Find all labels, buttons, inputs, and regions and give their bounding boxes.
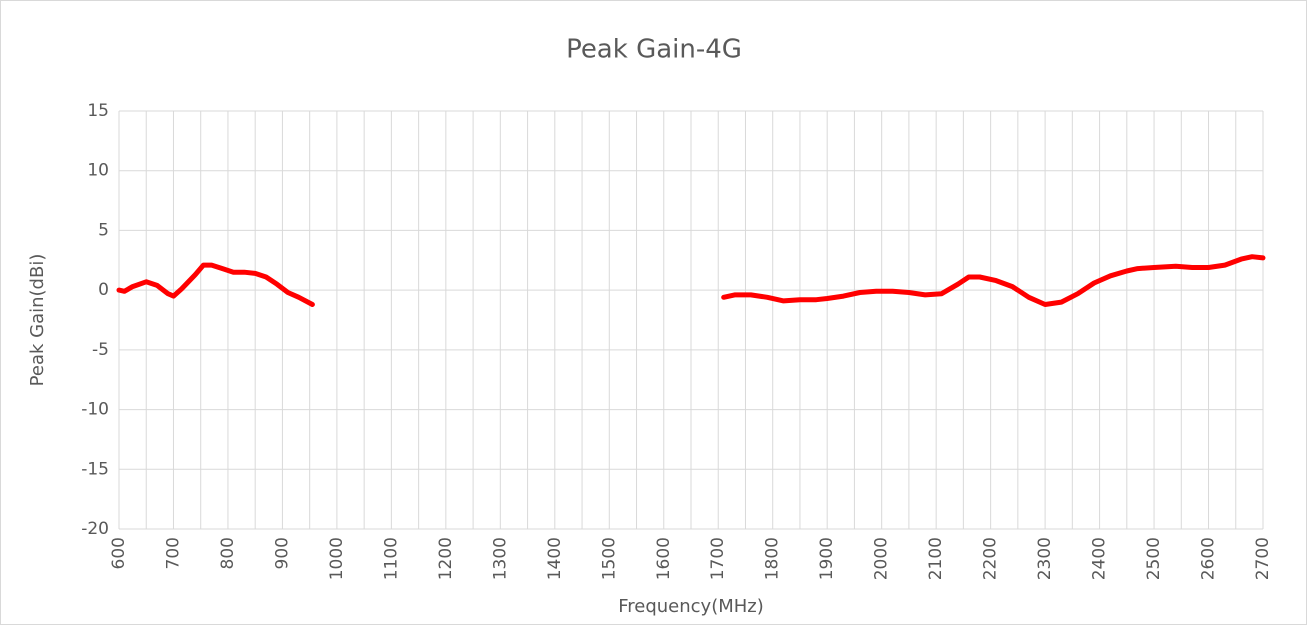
- x-tick-label: 1400: [545, 537, 565, 580]
- data-line: [116, 254, 1266, 307]
- x-tick-label: 2500: [1144, 537, 1164, 580]
- x-tick-label: 1600: [654, 537, 674, 580]
- x-tick-label: 2300: [1035, 537, 1055, 580]
- x-tick-label: 1100: [381, 537, 401, 580]
- y-tick-label: 15: [87, 101, 109, 121]
- y-tick-label: 10: [87, 161, 109, 181]
- x-tick-label: 1200: [436, 537, 456, 580]
- x-tick-label: 1800: [763, 537, 783, 580]
- y-tick-label: 0: [98, 280, 109, 300]
- chart-title: Peak Gain-4G: [566, 35, 742, 65]
- x-tick-label: 2000: [872, 537, 892, 580]
- y-axis-label: Peak Gain(dBi): [27, 254, 48, 387]
- x-tick-label: 2100: [926, 537, 946, 580]
- x-tick-label: 800: [218, 537, 238, 569]
- x-tick-label: 2600: [1199, 537, 1219, 580]
- y-tick-label: 5: [98, 220, 109, 240]
- y-tick-label: -10: [81, 400, 109, 420]
- x-tick-label: 2700: [1253, 537, 1273, 580]
- y-tick-label: -20: [81, 519, 109, 539]
- x-tick-label: 700: [163, 537, 183, 569]
- y-tick-label: -5: [92, 340, 109, 360]
- x-tick-label: 1900: [817, 537, 837, 580]
- y-tick-label: -15: [81, 459, 109, 479]
- x-tick-label: 1000: [327, 537, 347, 580]
- x-axis-label: Frequency(MHz): [618, 596, 764, 617]
- x-tick-label: 2400: [1090, 537, 1110, 580]
- x-tick-label: 2200: [981, 537, 1001, 580]
- x-tick-label: 1700: [708, 537, 728, 580]
- x-tick-label: 1300: [490, 537, 510, 580]
- x-tick-label: 600: [109, 537, 129, 569]
- x-tick-label: 900: [272, 537, 292, 569]
- x-tick-label: 1500: [599, 537, 619, 580]
